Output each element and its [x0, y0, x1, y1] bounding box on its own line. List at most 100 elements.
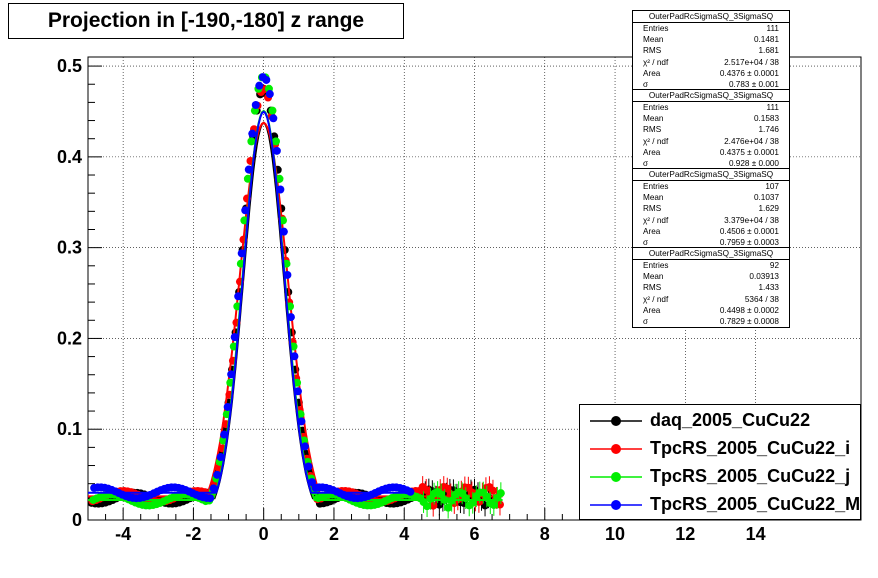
legend-label: TpcRS_2005_CuCu22_j [650, 466, 851, 486]
data-point [255, 81, 264, 90]
legend-entry: daq_2005_CuCu22 [580, 407, 860, 436]
stats-value: 0.1481 [753, 35, 779, 45]
stats-label: χ² / ndf [643, 215, 669, 225]
data-point [289, 342, 298, 351]
legend-entry: TpcRS_2005_CuCu22_i [580, 435, 860, 464]
data-point [213, 470, 222, 479]
stats-row: Entries 111 [633, 23, 789, 34]
data-layer [87, 73, 505, 519]
chart-title-box: Projection in [-190,-180] z range [8, 3, 404, 39]
stats-row: Area 0.4498 ± 0.0002 [633, 305, 789, 316]
x-tick-label: -2 [185, 524, 201, 544]
data-point [234, 292, 243, 301]
legend-marker [590, 500, 642, 510]
stats-label: Entries [643, 261, 669, 270]
stats-value: 0.4498 ± 0.0002 [719, 305, 779, 315]
stats-row: Area 0.4506 ± 0.0001 [633, 226, 789, 237]
data-point [304, 462, 313, 471]
data-point [220, 430, 229, 439]
data-point [488, 486, 497, 495]
stats-value: 0.928 ± 0.000 [728, 158, 779, 168]
data-point [223, 402, 232, 411]
y-tick-label: 0.1 [57, 419, 82, 439]
data-point [243, 174, 252, 183]
stats-row: χ² / ndf 5364 / 38 [633, 294, 789, 305]
stats-row: Area 0.4376 ± 0.0001 [633, 68, 789, 79]
stats-box-title: OuterPadRcSigmaSQ_3SigmaSQ [633, 248, 789, 260]
x-tick-label: 12 [675, 524, 695, 544]
legend-label: TpcRS_2005_CuCu22_i [650, 438, 851, 458]
x-tick-label: 14 [746, 524, 766, 544]
data-point [240, 216, 249, 225]
stats-row: χ² / ndf 3.379e+04 / 38 [633, 215, 789, 226]
stats-value: 1.681 [758, 46, 780, 56]
data-point [296, 410, 305, 419]
legend-label: daq_2005_CuCu22 [650, 410, 811, 430]
stats-value: 0.4376 ± 0.0001 [719, 68, 779, 78]
data-point [237, 249, 246, 258]
stats-label: χ² / ndf [643, 136, 669, 146]
stats-row: Entries 107 [633, 181, 789, 192]
stats-value: 107 [765, 182, 779, 191]
stats-label: χ² / ndf [643, 294, 669, 304]
legend-entry: TpcRS_2005_CuCu22_j [580, 463, 860, 492]
legend-marker [590, 444, 642, 454]
data-point [209, 484, 218, 493]
stats-box: OuterPadRcSigmaSQ_3SigmaSQ Entries 111 Mean… [632, 89, 790, 171]
data-point [300, 436, 309, 445]
data-point [297, 417, 306, 426]
data-point [440, 496, 449, 505]
stats-row: Mean 0.1037 [633, 192, 789, 203]
stats-box-title: OuterPadRcSigmaSQ_3SigmaSQ [633, 90, 789, 102]
stats-box-title: OuterPadRcSigmaSQ_3SigmaSQ [633, 11, 789, 23]
stats-value: 5364 / 38 [744, 294, 779, 304]
data-point [230, 333, 239, 342]
stats-box-title: OuterPadRcSigmaSQ_3SigmaSQ [633, 169, 789, 181]
data-point [482, 492, 491, 501]
stats-row: Entries 92 [633, 260, 789, 271]
stats-row: Mean 0.1481 [633, 34, 789, 45]
data-point [443, 484, 452, 493]
data-point [268, 106, 277, 115]
x-tick-label: 10 [605, 524, 625, 544]
x-tick-label: -4 [115, 524, 131, 544]
stats-label: RMS [643, 125, 662, 135]
stats-value: 0.783 ± 0.001 [728, 79, 779, 89]
data-point [251, 100, 260, 109]
x-tick-label: 6 [469, 524, 479, 544]
stats-row: RMS 1.746 [633, 124, 789, 135]
y-tick-label: 0 [72, 510, 82, 530]
chart-title: Projection in [-190,-180] z range [47, 9, 365, 32]
stats-label: Area [643, 68, 661, 78]
data-point [422, 485, 431, 494]
stats-value: 92 [769, 261, 779, 270]
data-point [283, 270, 292, 279]
stats-label: σ [643, 316, 649, 326]
data-point [279, 216, 288, 225]
stats-box: OuterPadRcSigmaSQ_3SigmaSQ Entries 92 Mean 0… [632, 247, 790, 329]
stats-label: Mean [643, 114, 664, 124]
data-point [279, 227, 288, 236]
legend: daq_2005_CuCu22 TpcRS_2005_CuCu22_i TpcRS_… [579, 404, 861, 520]
data-point [444, 503, 453, 512]
y-tick-label: 0.5 [57, 56, 82, 76]
y-tick-label: 0.4 [57, 147, 82, 167]
stats-label: Entries [643, 24, 669, 33]
stats-row: RMS 1.629 [633, 203, 789, 214]
data-point [489, 500, 498, 509]
data-point [241, 206, 250, 215]
stats-value: 3.379e+04 / 38 [724, 215, 779, 225]
stats-label: RMS [643, 204, 662, 214]
stats-box: OuterPadRcSigmaSQ_3SigmaSQ Entries 107 Mean… [632, 168, 790, 250]
data-point [247, 137, 256, 146]
data-point [276, 185, 285, 194]
stats-value: 0.7829 ± 0.0008 [719, 316, 779, 326]
stats-value: 0.4506 ± 0.0001 [719, 226, 779, 236]
x-tick-label: 8 [540, 524, 550, 544]
data-point [269, 114, 278, 123]
legend-label: TpcRS_2005_CuCu22_M [650, 494, 861, 514]
data-point [495, 500, 504, 509]
stats-value: 0.1583 [753, 114, 779, 124]
stats-label: σ [643, 158, 649, 168]
